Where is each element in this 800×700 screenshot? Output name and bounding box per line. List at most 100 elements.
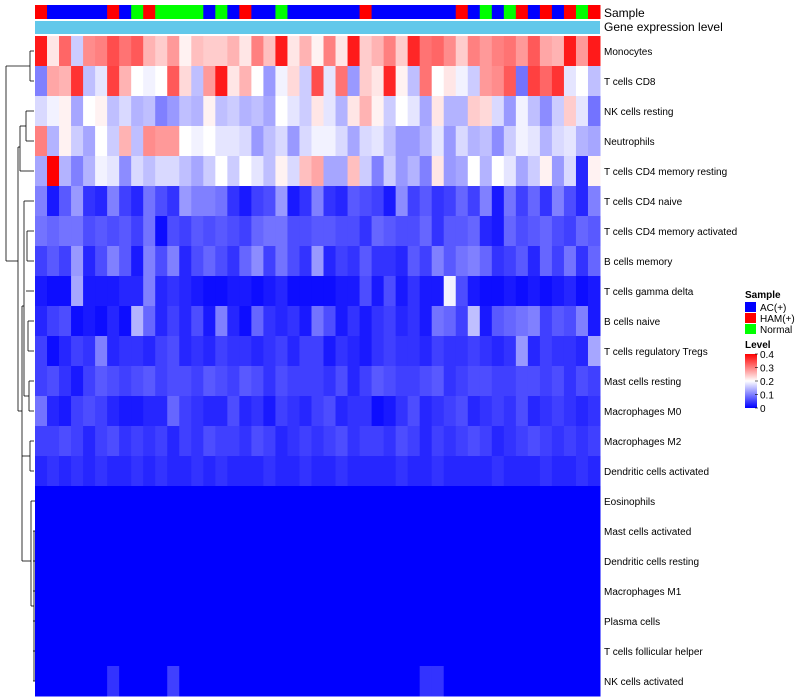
heatmap-cell (539, 666, 553, 697)
heatmap-cell (467, 216, 481, 247)
heatmap-cell (251, 96, 264, 127)
heatmap-cell (167, 456, 180, 487)
heatmap-cell (95, 456, 108, 487)
heatmap-cell (323, 36, 337, 67)
heatmap-cell (179, 576, 192, 607)
heatmap-cell (119, 546, 132, 577)
heatmap-cell (155, 306, 168, 337)
heatmap-cell (95, 516, 108, 547)
heatmap-cell (119, 186, 132, 217)
heatmap-cell (527, 336, 541, 367)
heatmap-cell (131, 246, 144, 277)
heatmap-cell (275, 246, 288, 277)
heatmap-cell (443, 126, 457, 157)
heatmap-cell (359, 636, 373, 667)
heatmap-cell (431, 36, 445, 67)
heatmap-cell (119, 276, 132, 307)
heatmap-cell (551, 156, 565, 187)
heatmap-cell (539, 216, 553, 247)
heatmap-cell (371, 126, 385, 157)
heatmap-cell (227, 36, 240, 67)
heatmap-cell (263, 216, 276, 247)
heatmap-cell (143, 486, 156, 517)
heatmap-cell (179, 306, 192, 337)
heatmap-cell (347, 486, 361, 517)
heatmap-cell (71, 486, 84, 517)
heatmap-cell (395, 96, 409, 127)
heatmap-cell (431, 216, 445, 247)
heatmap-cell (539, 186, 553, 217)
heatmap-cell (431, 666, 445, 697)
heatmap-cell (587, 336, 601, 367)
heatmap-cell (35, 126, 48, 157)
heatmap-cell (143, 126, 156, 157)
heatmap-cell (239, 276, 252, 307)
heatmap-cell (35, 396, 48, 427)
heatmap-cell (143, 186, 156, 217)
heatmap-cell (383, 216, 397, 247)
heatmap-cell (71, 516, 84, 547)
heatmap-cell (431, 336, 445, 367)
heatmap-cell (587, 576, 601, 607)
heatmap-cell (359, 366, 373, 397)
heatmap-cell (431, 96, 445, 127)
heatmap-cell (215, 126, 228, 157)
heatmap-cell (167, 336, 180, 367)
heatmap-cell (287, 666, 300, 697)
heatmap-cell (119, 216, 132, 247)
heatmap-cell (83, 126, 96, 157)
heatmap-cell (407, 36, 421, 67)
heatmap-cell (131, 396, 144, 427)
heatmap-cell (167, 96, 180, 127)
sample-annotation-cell (71, 5, 84, 19)
heatmap-cell (239, 216, 252, 247)
legend-tick-label: 0 (760, 404, 766, 415)
heatmap-cell (251, 156, 264, 187)
heatmap-cell (239, 306, 252, 337)
heatmap-cell (359, 666, 373, 697)
heatmap-cell (107, 66, 120, 97)
heatmap-cell (167, 156, 180, 187)
heatmap-cell (107, 216, 120, 247)
heatmap-cell (563, 306, 577, 337)
heatmap-cell (407, 66, 421, 97)
heatmap-cell (335, 426, 349, 457)
heatmap-cell (299, 306, 312, 337)
heatmap-cell (203, 216, 216, 247)
heatmap-cell (299, 546, 312, 577)
heatmap-cell (107, 96, 120, 127)
sample-annotation-cell (179, 5, 192, 19)
heatmap-cell (167, 306, 180, 337)
heatmap-cell (443, 36, 457, 67)
heatmap-cell (275, 216, 288, 247)
heatmap-cell (539, 36, 553, 67)
heatmap-cell (191, 486, 204, 517)
heatmap-cell (383, 606, 397, 637)
heatmap-cell (287, 306, 300, 337)
heatmap-cell (95, 186, 108, 217)
sample-annotation-cell (455, 5, 469, 19)
heatmap-cell (503, 396, 517, 427)
heatmap-cell (371, 456, 385, 487)
heatmap-cell (215, 96, 228, 127)
heatmap-cell (491, 576, 505, 607)
heatmap-cell (215, 396, 228, 427)
heatmap-cell (575, 36, 589, 67)
heatmap-cell (383, 36, 397, 67)
heatmap-cell (131, 366, 144, 397)
heatmap-cell (575, 516, 589, 547)
heatmap-cell (203, 546, 216, 577)
heatmap-cell (215, 276, 228, 307)
heatmap-cell (263, 366, 276, 397)
heatmap-cell (287, 456, 300, 487)
heatmap-cell (407, 606, 421, 637)
heatmap-cell (527, 36, 541, 67)
heatmap-cell (275, 606, 288, 637)
heatmap-cell (479, 456, 493, 487)
expression-annotation-track (35, 21, 600, 34)
heatmap-cell (131, 456, 144, 487)
heatmap-cell (179, 36, 192, 67)
heatmap-cell (575, 276, 589, 307)
heatmap-cell (215, 216, 228, 247)
heatmap-cell (239, 456, 252, 487)
